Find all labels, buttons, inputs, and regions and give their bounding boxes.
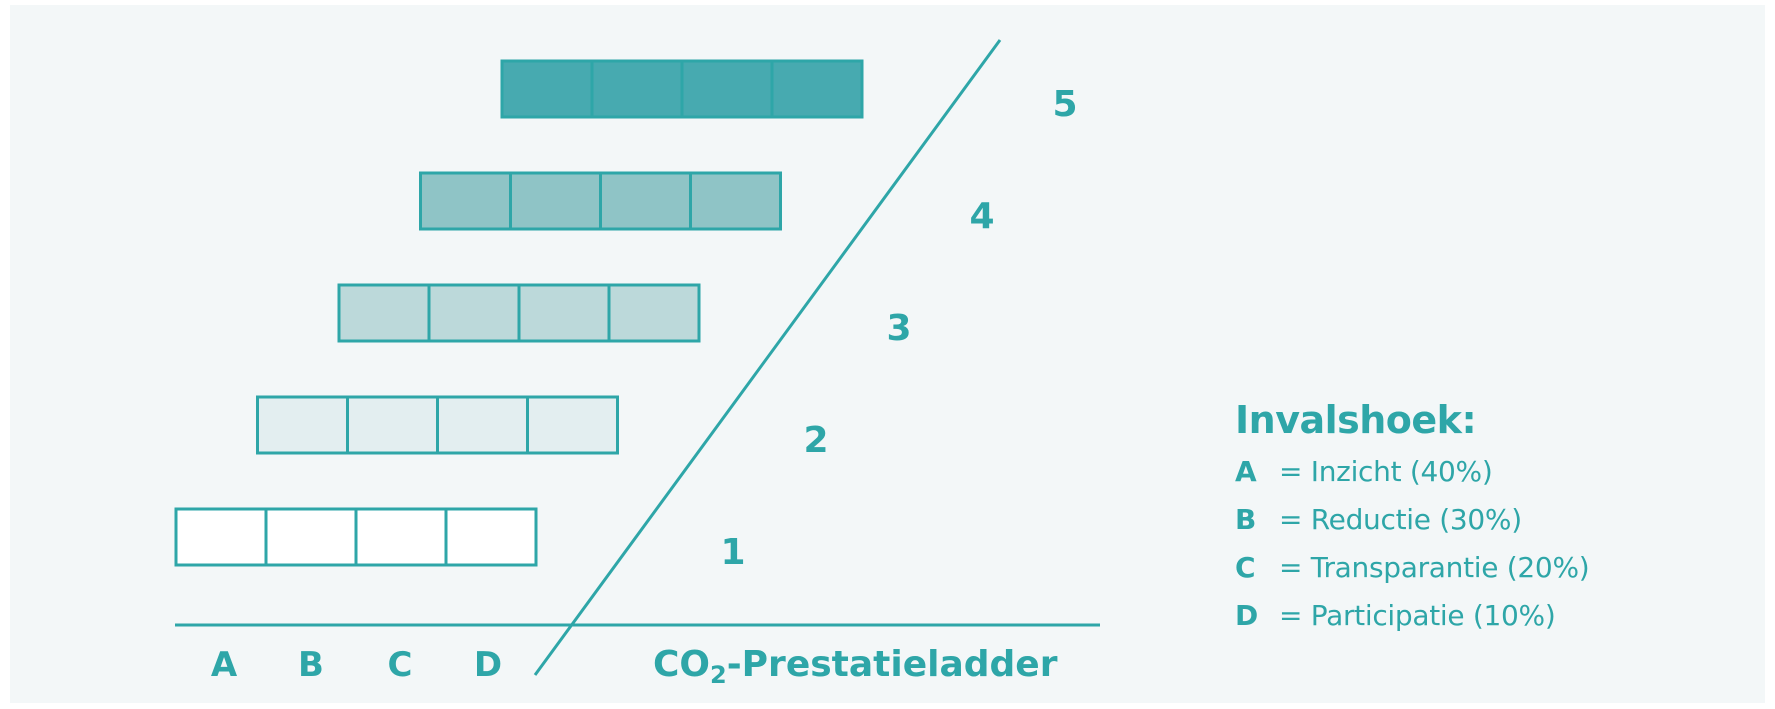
axis-letter: A xyxy=(211,645,238,685)
level-cell xyxy=(599,171,692,231)
level-cell xyxy=(264,507,358,567)
level-cell xyxy=(517,283,611,343)
level-cell xyxy=(427,283,521,343)
level-cell xyxy=(607,283,701,343)
legend-item: B = Reductie (30%) xyxy=(1235,496,1589,544)
level-cell xyxy=(500,59,594,119)
legend-description: = Participatie (10%) xyxy=(1279,599,1556,632)
level-labels: 1 2 3 4 5 xyxy=(720,84,1077,573)
ladder-label: CO2-Prestatieladder xyxy=(653,644,1058,689)
legend-key: A xyxy=(1235,455,1257,488)
legend-key: B xyxy=(1235,503,1257,536)
level-bar-1 xyxy=(174,507,538,567)
level-cell xyxy=(436,395,529,455)
level-cell xyxy=(174,507,268,567)
legend-key: C xyxy=(1235,551,1256,584)
level-cell xyxy=(346,395,439,455)
legend-description: = Transparantie (20%) xyxy=(1279,551,1590,584)
level-bar-3 xyxy=(337,283,701,343)
level-bars xyxy=(174,59,864,567)
level-number: 1 xyxy=(720,532,745,573)
axis-letter: B xyxy=(298,645,324,685)
legend: Invalshoek: A = Inzicht (40%) B = Reductie … xyxy=(1235,398,1590,640)
level-number: 2 xyxy=(803,420,828,461)
level-bar-4 xyxy=(419,171,782,231)
level-cell xyxy=(354,507,448,567)
legend-description: = Inzicht (40%) xyxy=(1279,455,1493,488)
level-cell xyxy=(526,395,619,455)
ladder-diagonal xyxy=(533,39,1002,676)
axis-letters: A B C D xyxy=(211,645,502,685)
level-cell xyxy=(590,59,684,119)
legend-items: A = Inzicht (40%) B = Reductie (30%) C = Tran… xyxy=(1235,448,1590,640)
level-cell xyxy=(337,283,431,343)
axis-letter: D xyxy=(474,645,502,685)
level-bar-2 xyxy=(256,395,619,455)
level-cell xyxy=(256,395,349,455)
legend-title: Invalshoek: xyxy=(1235,398,1477,442)
level-cell xyxy=(680,59,774,119)
legend-description: = Reductie (30%) xyxy=(1279,503,1522,536)
level-cell xyxy=(689,171,782,231)
legend-key: D xyxy=(1235,599,1259,632)
axis-letter: C xyxy=(388,645,413,685)
legend-item: A = Inzicht (40%) xyxy=(1235,448,1589,496)
level-number: 4 xyxy=(969,196,994,237)
level-number: 3 xyxy=(886,308,911,349)
level-cell xyxy=(444,507,538,567)
level-cell xyxy=(509,171,602,231)
level-number: 5 xyxy=(1052,84,1077,125)
legend-item: D = Participatie (10%) xyxy=(1235,592,1589,640)
diagram-panel xyxy=(10,5,1765,703)
level-bar-5 xyxy=(500,59,864,119)
level-cell xyxy=(419,171,512,231)
level-cell xyxy=(770,59,864,119)
legend-item: C = Transparantie (20%) xyxy=(1235,544,1590,592)
